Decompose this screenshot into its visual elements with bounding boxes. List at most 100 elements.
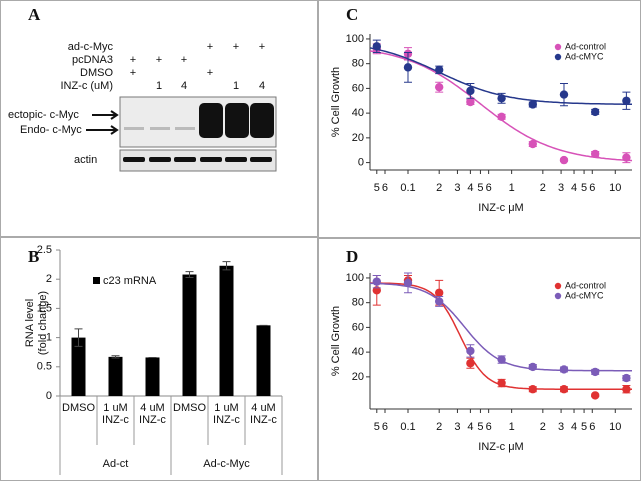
x-tick-label: DMSO (62, 402, 95, 414)
bar (145, 357, 160, 396)
panel-label: D (346, 247, 358, 266)
lane-value: 1 (156, 80, 162, 92)
error-bar (111, 355, 120, 359)
band (199, 103, 223, 138)
lane-value: + (181, 54, 187, 66)
point (466, 86, 475, 96)
point (622, 385, 631, 394)
x-tick-label: DMSO (173, 402, 206, 414)
point (497, 378, 506, 388)
legend-label: Ad-cMYC (565, 51, 604, 61)
x-tick-label: 5 (477, 182, 483, 194)
blot-box (119, 149, 277, 172)
x-tick-label: 6 (589, 182, 595, 194)
bar (256, 325, 271, 396)
band (150, 127, 170, 130)
x-tick-label: 5 (477, 421, 483, 433)
band (200, 157, 222, 162)
panel-label: C (346, 5, 358, 24)
lane-value: + (130, 54, 136, 66)
treatment-label: pcDNA3 (72, 54, 113, 66)
band-label: actin (74, 154, 97, 166)
legend-label: c23 mRNA (103, 275, 157, 287)
panel-label: A (28, 5, 41, 24)
lane-value: 1 (233, 80, 239, 92)
band-arrow (86, 110, 119, 135)
x-tick-label: 1 (509, 421, 515, 433)
x-tick-label: 4 (467, 421, 473, 433)
treatment-label: INZ-c (uM) (60, 80, 113, 92)
bar (219, 265, 234, 396)
y-axis-title: (fold change) (37, 291, 49, 355)
x-tick-label: 10 (609, 182, 621, 194)
panel-label: B (28, 247, 39, 266)
legend-marker (554, 282, 562, 290)
x-tick-label: 4 uM INZ-c (139, 402, 166, 426)
x-tick-label: 6 (589, 421, 595, 433)
group-label: Ad-c-Myc (203, 458, 250, 470)
point (559, 365, 569, 374)
legend-marker (554, 53, 562, 61)
lane-value: + (156, 54, 162, 66)
group-label: Ad-ct (103, 458, 129, 470)
point (559, 385, 569, 394)
point (590, 391, 600, 400)
x-tick-label: 4 uM INZ-c (250, 402, 277, 426)
point (528, 362, 537, 372)
x-tick-label: 0.1 (400, 182, 415, 194)
point (590, 367, 600, 377)
error-bar (74, 328, 83, 347)
legend-label: Ad-control (565, 280, 606, 290)
y-tick-label: 0 (46, 390, 52, 402)
point (434, 82, 444, 92)
point (622, 96, 631, 105)
point (590, 107, 600, 117)
band (225, 157, 247, 162)
legend-swatch (93, 277, 100, 284)
blot-faint-bands (124, 127, 195, 130)
y-tick-label: 40 (352, 346, 364, 358)
lane-value: + (259, 41, 265, 53)
y-tick-label: 60 (352, 321, 364, 333)
y-tick-label: 80 (352, 297, 364, 309)
x-tick-label: 1 uM INZ-c (102, 402, 129, 426)
x-tick-label: 6 (486, 182, 492, 194)
point (590, 149, 600, 159)
y-tick-label: 0.5 (37, 361, 52, 373)
band (174, 157, 196, 162)
y-axis-title: % Cell Growth (330, 306, 342, 376)
x-tick-label: 3 (558, 421, 564, 433)
x-tick-label: 2 (436, 421, 442, 433)
lane-value: + (130, 67, 136, 79)
legend-label: Ad-control (565, 41, 606, 51)
x-tick-label: 5 (374, 421, 380, 433)
band (250, 157, 272, 162)
x-tick-label: 3 (454, 182, 460, 194)
band (124, 127, 144, 130)
point (528, 385, 537, 394)
x-tick-label: 1 (509, 182, 515, 194)
x-tick-label: 4 (571, 182, 577, 194)
x-tick-label: 6 (486, 421, 492, 433)
band (175, 127, 195, 130)
x-tick-label: 2 (540, 182, 546, 194)
legend-marker (554, 292, 562, 300)
y-tick-label: 0 (358, 156, 364, 168)
panel-frame (0, 0, 318, 237)
point (622, 153, 631, 162)
y-tick-label: 1.5 (37, 302, 52, 314)
point (559, 155, 569, 165)
error-bar (222, 261, 231, 271)
y-tick-label: 40 (352, 107, 364, 119)
lane-value: + (207, 41, 213, 53)
y-tick-label: 20 (352, 371, 364, 383)
x-tick-label: 5 (374, 182, 380, 194)
blot-bands (123, 103, 274, 162)
point (434, 288, 444, 297)
bar (182, 274, 197, 396)
x-tick-label: 10 (609, 421, 621, 433)
band-label: Endo- c-Myc (20, 124, 82, 136)
point (403, 63, 413, 72)
band (149, 157, 171, 162)
